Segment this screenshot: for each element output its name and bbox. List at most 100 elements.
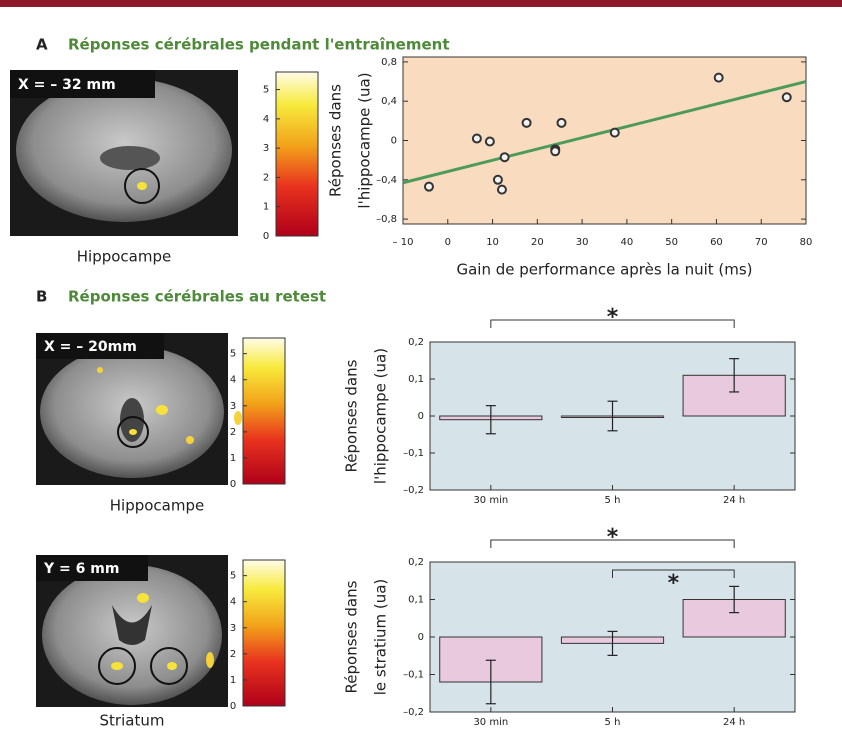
y-tick-label: 0	[418, 411, 424, 422]
x-tick-label: 0	[445, 237, 451, 248]
significance-label: *	[668, 571, 680, 596]
x-tick-label: 80	[800, 237, 813, 248]
colorbar-tick-label: 3	[230, 623, 236, 634]
colorbar-tick-label: 1	[230, 675, 236, 686]
scatter-point	[492, 174, 503, 185]
colorbar-tick-label: 2	[263, 172, 269, 183]
y-tick-label: –0,1	[403, 448, 424, 459]
scatter-point	[423, 181, 434, 192]
y-tick-label: 0,8	[381, 57, 397, 68]
y-axis-label: Réponses dans	[343, 359, 361, 472]
panel-title: Réponses cérébrales au retest	[68, 288, 326, 306]
y-tick-label: 0,2	[408, 337, 424, 348]
image-label: X = – 32 mm	[18, 77, 116, 93]
error-bar	[607, 400, 618, 432]
image-caption: Striatum	[100, 712, 165, 730]
x-tick-label: 20	[531, 237, 544, 248]
x-tick-label: 24 h	[723, 495, 745, 506]
scatter-point	[521, 117, 532, 128]
error-bar	[607, 630, 618, 656]
scatter-point	[550, 146, 561, 157]
significance-label: *	[607, 305, 619, 330]
y-axis-label: le stratium (ua)	[372, 579, 390, 696]
scatter-point	[609, 127, 620, 138]
error-bar	[729, 358, 740, 393]
colorbar-tick-label: 5	[230, 349, 236, 360]
scatter-point	[471, 133, 482, 144]
x-tick-label: 70	[755, 237, 768, 248]
y-axis-label: Réponses dans	[327, 84, 345, 197]
y-axis-label: l'hippocampe (ua)	[356, 72, 374, 208]
colorbar-tick-label: 0	[230, 479, 236, 490]
y-tick-label: –0,8	[376, 214, 397, 225]
x-axis-label: Gain de performance après la nuit (ms)	[456, 261, 752, 279]
y-tick-label: 0	[418, 632, 424, 643]
significance-bracket	[490, 319, 735, 328]
y-tick-label: 0,4	[381, 96, 397, 107]
colorbar	[242, 559, 286, 707]
x-tick-label: 30 min	[473, 717, 508, 728]
plot-area	[402, 56, 807, 225]
y-tick-label: 0,2	[408, 557, 424, 568]
scatter-point	[499, 152, 510, 163]
y-axis-label: l'hippocampe (ua)	[372, 348, 390, 484]
colorbar	[275, 71, 319, 237]
y-tick-label: 0,1	[408, 595, 424, 606]
colorbar-tick-label: 3	[230, 401, 236, 412]
brain-image	[36, 333, 242, 485]
colorbar	[242, 337, 286, 485]
colorbar-tick-label: 3	[263, 143, 269, 154]
colorbar-tick-label: 4	[230, 597, 236, 608]
colorbar-tick-label: 1	[230, 453, 236, 464]
colorbar-tick-label: 5	[263, 85, 269, 96]
x-tick-label: 5 h	[605, 495, 621, 506]
x-tick-label: – 10	[393, 237, 414, 248]
x-tick-label: 60	[710, 237, 723, 248]
panel-letter: A	[36, 36, 48, 54]
y-tick-label: –0,2	[403, 485, 424, 496]
scatter-point	[484, 136, 495, 147]
image-label: X = – 20mm	[44, 339, 137, 355]
significance-bracket	[490, 539, 735, 548]
y-tick-label: –0,1	[403, 670, 424, 681]
scatter-point	[781, 92, 792, 103]
x-tick-label: 10	[486, 237, 499, 248]
panel-title: Réponses cérébrales pendant l'entraîneme…	[68, 36, 450, 54]
x-tick-label: 50	[665, 237, 678, 248]
colorbar-tick-label: 4	[263, 114, 269, 125]
error-bar	[485, 659, 496, 705]
error-bar	[729, 585, 740, 614]
scatter-point	[496, 184, 507, 195]
brain-image	[10, 70, 238, 236]
y-tick-label: 0,1	[408, 374, 424, 385]
y-tick-label: 0	[391, 136, 397, 147]
top-bar	[0, 0, 842, 7]
significance-bracket	[612, 569, 735, 578]
image-caption: Hippocampe	[110, 497, 204, 515]
x-tick-label: 5 h	[605, 717, 621, 728]
image-caption: Hippocampe	[77, 248, 171, 266]
colorbar-tick-label: 0	[263, 231, 269, 242]
colorbar-tick-label: 1	[263, 202, 269, 213]
colorbar-tick-label: 2	[230, 427, 236, 438]
fit-line	[402, 80, 807, 185]
colorbar-tick-label: 0	[230, 701, 236, 712]
significance-label: *	[607, 525, 619, 550]
y-tick-label: –0,2	[403, 707, 424, 718]
colorbar-tick-label: 4	[230, 375, 236, 386]
x-tick-label: 30 min	[473, 495, 508, 506]
y-axis-label: Réponses dans	[343, 580, 361, 693]
x-tick-label: 40	[621, 237, 634, 248]
scatter-point	[713, 72, 724, 83]
panel-letter: B	[36, 288, 47, 306]
colorbar-tick-label: 5	[230, 571, 236, 582]
error-bar	[485, 405, 496, 435]
x-tick-label: 24 h	[723, 717, 745, 728]
colorbar-tick-label: 2	[230, 649, 236, 660]
x-tick-label: 30	[576, 237, 589, 248]
y-tick-label: –0,4	[376, 175, 397, 186]
scatter-point	[556, 117, 567, 128]
image-label: Y = 6 mm	[43, 561, 119, 577]
brain-image	[36, 555, 228, 707]
